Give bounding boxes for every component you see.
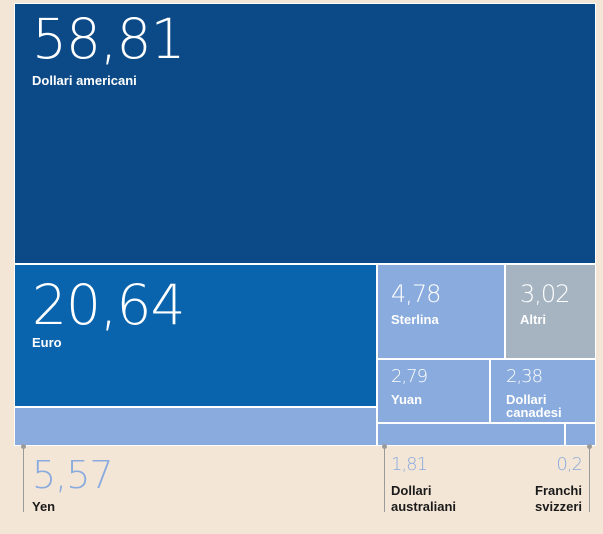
tile-label-1: Euro: [32, 335, 62, 350]
tile-label-6: Dollari canadesi: [506, 392, 562, 420]
callout-dot-8: [587, 444, 592, 449]
callout-dot-7: [382, 444, 387, 449]
tile-label-4: Altri: [520, 312, 546, 327]
tile-label-3: Sterlina: [391, 312, 439, 327]
tile-4: [505, 264, 596, 359]
tile-6: [490, 359, 596, 423]
tile-5: [377, 359, 490, 423]
tile-2: [14, 407, 377, 446]
tile-value-5: 2,79: [391, 366, 428, 387]
tile-label-0: Dollari americani: [32, 73, 137, 88]
tile-label-5: Yuan: [391, 392, 423, 407]
callout-label-8: Franchi svizzeri: [535, 483, 582, 514]
callout-label-2: Yen: [32, 499, 56, 514]
tile-8: [565, 423, 596, 446]
callout-line-7: [384, 446, 385, 512]
tile-3: [377, 264, 505, 359]
tile-value-3: 4,78: [391, 280, 441, 308]
callout-value-7: 1,81: [391, 454, 428, 475]
tile-7: [377, 423, 565, 446]
tile-value-1: 20,64: [32, 273, 185, 337]
callout-line-8: [589, 446, 590, 512]
callout-dot-2: [21, 444, 26, 449]
callout-label-7: Dollari australiani: [391, 483, 457, 514]
tile-1: [14, 264, 377, 407]
callout-value-2: 5,57: [32, 453, 114, 497]
tile-value-4: 3,02: [520, 280, 570, 308]
tile-value-6: 2,38: [506, 366, 543, 387]
callout-value-8: 0,2: [556, 454, 583, 475]
tile-0: [14, 3, 596, 264]
tile-value-0: 58,81: [32, 7, 185, 71]
callout-line-2: [23, 446, 24, 512]
